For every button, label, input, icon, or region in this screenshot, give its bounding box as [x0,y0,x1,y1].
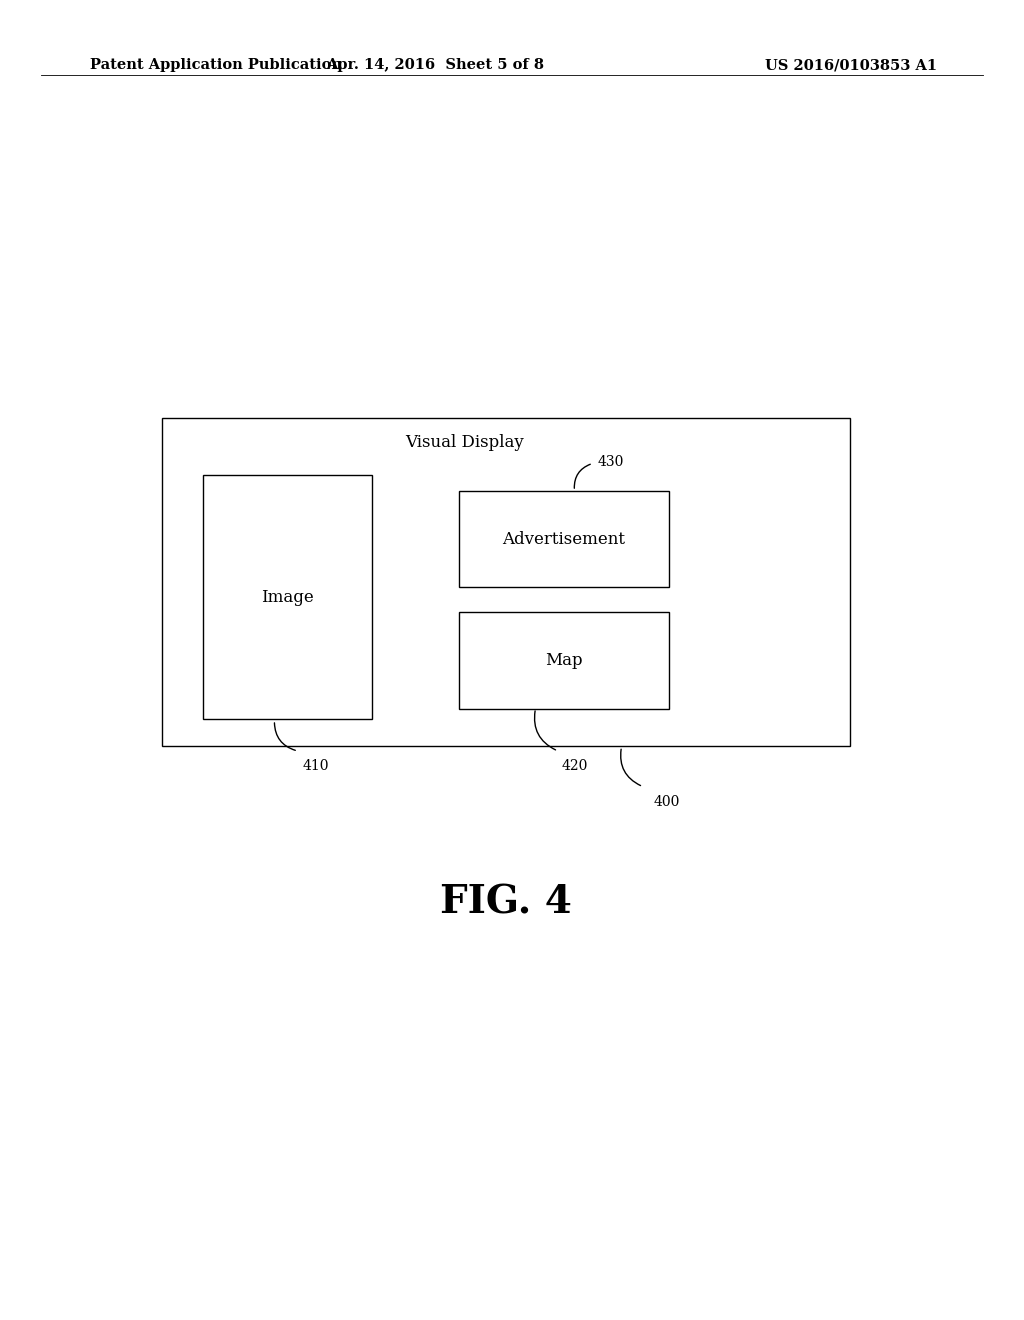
Text: Map: Map [545,652,583,669]
Text: 420: 420 [561,759,588,774]
Text: 430: 430 [598,454,625,469]
Text: Patent Application Publication: Patent Application Publication [90,58,342,73]
Text: FIG. 4: FIG. 4 [440,884,571,921]
Text: Image: Image [261,589,313,606]
Text: 410: 410 [302,759,329,774]
Bar [203,475,372,719]
Bar [459,491,669,587]
Text: Apr. 14, 2016  Sheet 5 of 8: Apr. 14, 2016 Sheet 5 of 8 [327,58,544,73]
Text: Visual Display: Visual Display [406,434,524,451]
Bar [459,612,669,709]
Bar [162,418,850,746]
Text: Advertisement: Advertisement [502,531,626,548]
Text: US 2016/0103853 A1: US 2016/0103853 A1 [765,58,937,73]
Text: 400: 400 [653,795,680,809]
